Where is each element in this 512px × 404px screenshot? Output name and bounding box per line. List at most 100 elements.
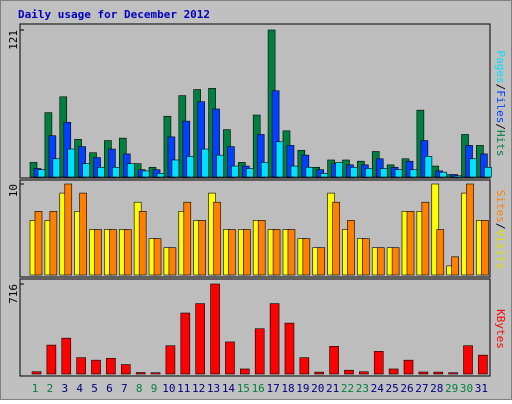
x-tick-label: 15 xyxy=(237,382,250,395)
bar xyxy=(52,158,61,178)
legend: KBytes xyxy=(494,309,507,349)
x-tick-label: 7 xyxy=(121,382,128,395)
bar xyxy=(150,372,161,375)
bar xyxy=(48,135,57,178)
bar xyxy=(424,156,433,178)
bar xyxy=(182,120,191,178)
bar xyxy=(254,328,265,375)
bar xyxy=(231,165,239,178)
bar xyxy=(463,345,473,375)
bar xyxy=(433,371,444,375)
x-tick-label: 19 xyxy=(296,382,309,395)
bar xyxy=(466,183,474,276)
x-tick-label: 24 xyxy=(371,382,385,395)
bar xyxy=(373,351,384,375)
bar xyxy=(448,372,458,375)
bar xyxy=(469,158,477,178)
bar xyxy=(347,220,355,276)
bar xyxy=(243,229,251,276)
x-tick-label: 31 xyxy=(475,382,488,395)
legend-entry: Files xyxy=(494,90,507,123)
bar xyxy=(108,148,116,178)
y-tick-label: 121 xyxy=(7,30,20,50)
bar xyxy=(197,101,205,178)
bar xyxy=(183,201,192,276)
bar xyxy=(305,166,314,178)
bar xyxy=(186,156,195,178)
y-tick-label: 716 xyxy=(7,284,20,304)
bar xyxy=(287,229,296,276)
bar xyxy=(275,141,284,178)
bar xyxy=(168,247,177,276)
bar xyxy=(213,201,221,276)
bar xyxy=(376,247,385,276)
bar xyxy=(156,173,165,178)
bar xyxy=(436,229,445,276)
x-tick-label: 27 xyxy=(415,382,428,395)
bar xyxy=(228,229,236,276)
bar xyxy=(76,357,86,375)
bar xyxy=(97,166,105,178)
bar xyxy=(257,220,266,276)
x-tick-label: 20 xyxy=(311,382,324,395)
bar xyxy=(451,256,459,276)
bar xyxy=(135,372,146,375)
x-tick-label: 30 xyxy=(460,382,473,395)
bar xyxy=(240,368,250,375)
legend: Sites/Visits xyxy=(494,190,507,270)
x-tick-label: 29 xyxy=(445,382,458,395)
bar xyxy=(480,153,488,178)
bar xyxy=(123,229,132,276)
bar xyxy=(481,220,489,276)
x-tick-label: 21 xyxy=(326,382,339,395)
bar xyxy=(320,173,329,178)
bar xyxy=(406,211,415,276)
bar xyxy=(439,171,448,178)
x-tick-label: 14 xyxy=(222,382,236,395)
bar xyxy=(362,238,370,276)
x-tick-label: 28 xyxy=(430,382,443,395)
bar xyxy=(375,158,384,178)
x-tick-label: 1 xyxy=(32,382,39,395)
x-tick-label: 3 xyxy=(61,382,68,395)
bar xyxy=(37,169,46,178)
bar xyxy=(350,166,358,178)
bar xyxy=(301,154,310,178)
bar xyxy=(34,211,43,276)
bar xyxy=(109,229,117,276)
bar xyxy=(365,168,373,178)
bar xyxy=(409,169,418,178)
bar xyxy=(94,229,102,276)
bar xyxy=(64,183,73,276)
x-tick-label: 10 xyxy=(162,382,175,395)
x-tick-label: 5 xyxy=(91,382,98,395)
bar xyxy=(106,357,116,375)
legend-entry: KBytes xyxy=(494,309,507,349)
legend-entry: Hits xyxy=(494,130,507,157)
bar xyxy=(180,312,191,375)
bar xyxy=(49,211,58,276)
chart-title: Daily usage for December 2012 xyxy=(18,8,210,21)
x-tick-label: 25 xyxy=(385,382,398,395)
bar xyxy=(421,201,430,276)
bar xyxy=(112,166,120,178)
bar xyxy=(284,322,295,375)
bar xyxy=(388,368,399,375)
bar xyxy=(271,90,280,178)
bar xyxy=(272,229,281,276)
x-tick-label: 11 xyxy=(177,382,190,395)
bar xyxy=(359,371,369,375)
y-tick-label: 10 xyxy=(7,184,20,197)
bar xyxy=(167,136,176,178)
bar xyxy=(79,192,87,276)
bar xyxy=(329,346,339,375)
x-tick-label: 13 xyxy=(207,382,220,395)
x-tick-label: 8 xyxy=(136,382,143,395)
legend-separator: / xyxy=(494,223,507,230)
legend: Pages/Files/Hits xyxy=(494,51,507,157)
bar xyxy=(335,162,343,178)
bar xyxy=(332,201,340,276)
x-tick-label: 23 xyxy=(356,382,369,395)
bar xyxy=(286,145,295,178)
